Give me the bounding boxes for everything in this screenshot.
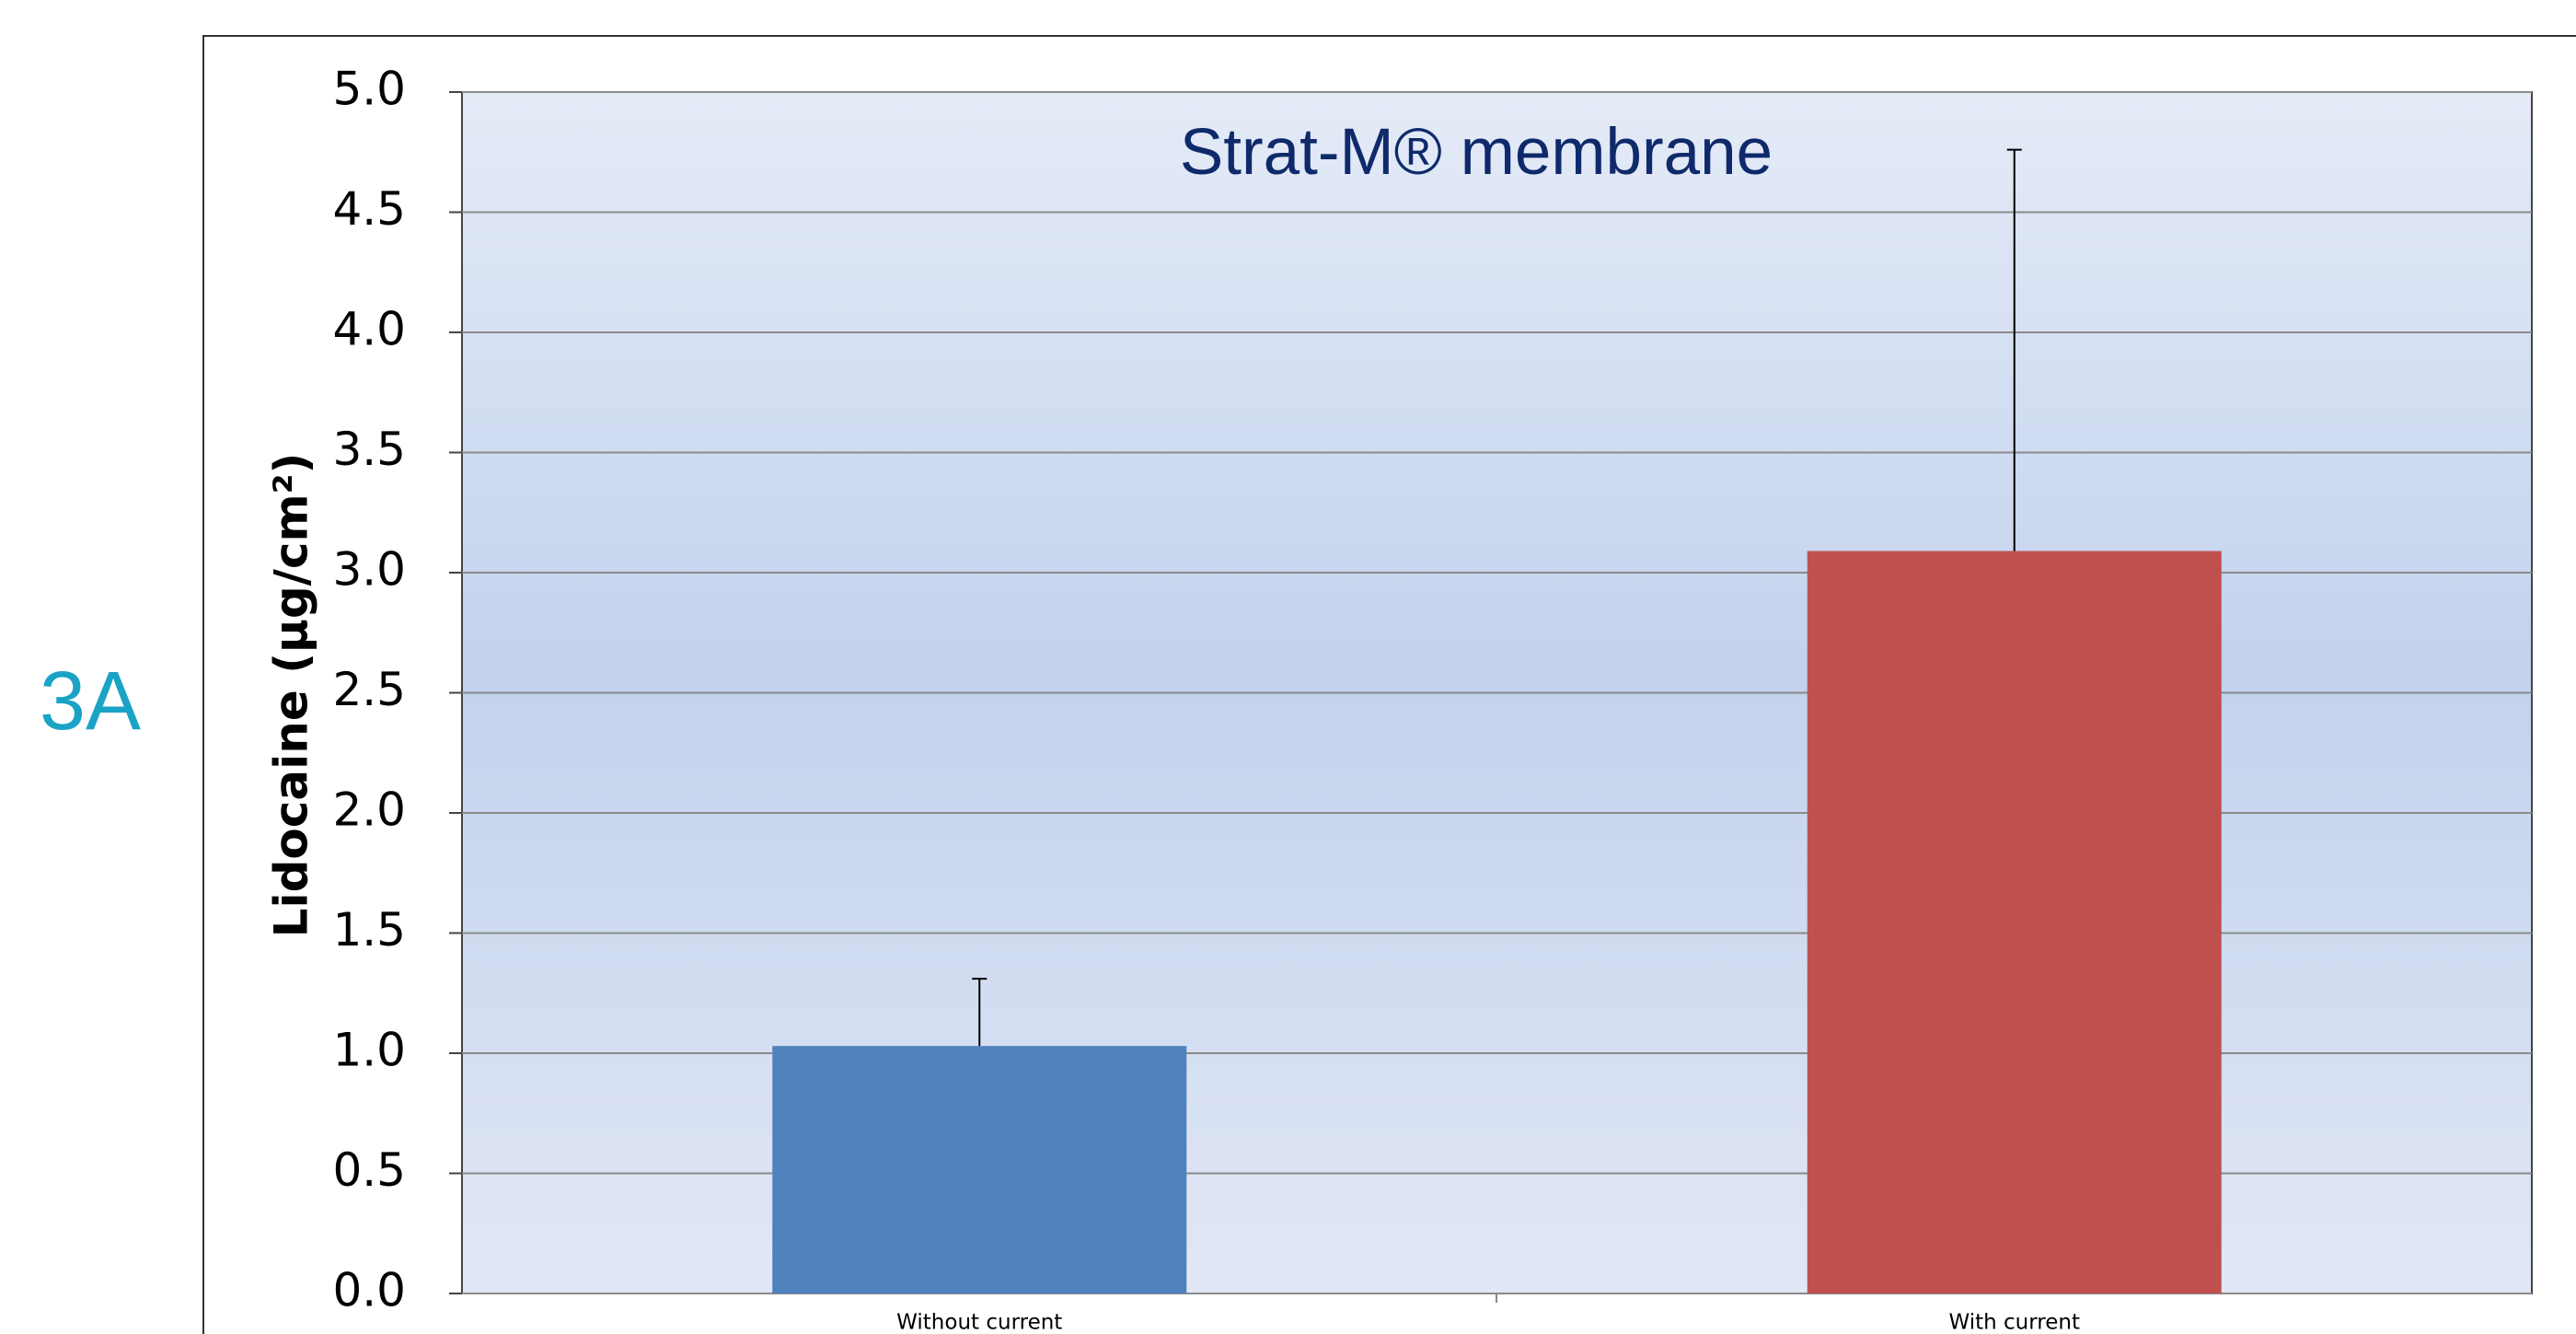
- panel-label: 3A: [40, 655, 141, 748]
- y-tick-label: 2.5: [332, 663, 406, 716]
- y-tick-label: 3.5: [332, 423, 406, 476]
- y-tick-label: 0.5: [332, 1143, 406, 1197]
- x-tick-label: Without current: [896, 1311, 1062, 1334]
- y-tick-label: 0.0: [332, 1264, 406, 1317]
- y-tick-label: 4.5: [332, 182, 406, 236]
- y-tick-label: 1.0: [332, 1024, 406, 1077]
- chart-frame: [202, 35, 2576, 1334]
- y-axis-label: Lidocaine (µg/cm²): [265, 453, 318, 938]
- y-tick-label: 3.0: [332, 543, 406, 597]
- bar: [1807, 551, 2222, 1293]
- y-tick-label: 5.0: [332, 63, 406, 116]
- y-tick-label: 4.0: [332, 303, 406, 356]
- y-tick-label: 1.5: [332, 903, 406, 957]
- bar: [772, 1046, 1187, 1293]
- chart-title: Strat-M® membrane: [1180, 116, 1773, 189]
- x-tick-label: With current: [1948, 1311, 2080, 1334]
- y-tick-label: 2.0: [332, 783, 406, 837]
